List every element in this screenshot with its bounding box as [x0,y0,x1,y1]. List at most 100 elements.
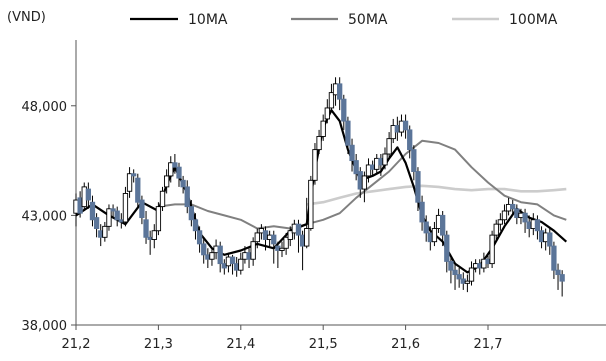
candle-body [131,173,137,177]
candle-body [184,186,190,208]
candle [361,171,368,203]
candle [209,248,215,266]
candle [510,200,516,216]
candle-body [271,234,277,245]
candle-body [308,179,314,229]
candle [110,204,116,218]
candle [143,211,149,244]
candle-body [122,193,129,223]
candle [229,254,236,275]
candle [559,270,565,297]
candle-body [209,252,215,260]
candle-body [320,120,326,137]
candle-body [440,214,446,236]
candle [555,263,561,290]
candle-body [423,221,429,234]
candle [444,230,450,273]
candle [93,213,100,238]
candle [275,241,281,268]
candle [168,156,174,183]
candle-body [172,162,178,168]
candle [407,125,413,159]
candle [155,202,162,236]
legend-label-100ma: 100MA [509,12,558,28]
candle-body [497,219,504,225]
candle-body [559,274,565,282]
candle-body [431,228,438,243]
x-tick-label: 21,5 [309,337,338,352]
candle-body [464,280,471,284]
candle [312,143,318,185]
candle-body [93,217,100,229]
candle [151,224,157,249]
candle [126,167,133,198]
candle [159,186,166,211]
candle-body [349,144,355,162]
candle [320,114,326,141]
candle [163,169,170,194]
candle-body [196,230,203,245]
candle-body [143,219,149,238]
candle [283,232,289,255]
candle [254,228,260,249]
candle-body [135,177,141,203]
candle-body [452,269,458,276]
candle-body [180,179,186,188]
candle-body [126,173,133,192]
candle-body [229,256,236,265]
legend: 10MA 50MA 100MA [130,12,558,28]
candle-body [365,164,372,177]
candle [423,215,429,242]
candle [489,230,495,268]
candle-body [489,234,495,265]
candle [85,182,92,209]
candle [440,211,446,247]
candle [328,83,335,113]
candle-body [407,129,413,151]
candle [316,129,322,154]
candle-body [106,208,112,227]
candle-body [188,206,195,221]
candle-body [254,232,260,243]
candle-body [547,232,553,247]
y-tick-label: 48,000 [22,100,68,115]
candle-body [448,260,454,271]
candle-body [312,149,318,181]
candle-body [411,149,417,172]
candle-body [176,166,182,179]
candle [184,180,190,214]
candle [176,162,182,187]
candle-body [337,83,343,100]
candle [114,206,120,227]
candle [304,197,310,249]
candle-body [155,206,162,232]
candle-body [201,243,207,256]
candle-body [287,230,293,240]
x-axis-ticks: 21,2 21,3 21,4 21,5 21,6 21,7 [62,325,502,352]
candle-body [85,188,92,201]
candle [324,99,330,124]
candle [415,167,421,211]
candle-body [328,92,335,109]
candle [341,94,347,130]
candle [308,175,314,231]
candle-body [159,190,166,208]
y-unit-label: (VND) [7,10,46,25]
candle [464,274,471,293]
candle [431,221,438,247]
candle-body [493,223,499,236]
candle-body [361,175,368,190]
candle-body [283,236,289,249]
y-axis-ticks: 38,000 43,000 48,000 [22,100,76,334]
candle [102,221,108,242]
candle-body [402,120,409,131]
candle [345,116,351,154]
candle [180,175,186,194]
candle-body [304,228,310,247]
candle-body [345,120,351,146]
candle-body [382,153,388,166]
x-tick-label: 21,3 [144,337,173,352]
candle [534,215,541,240]
candle-body [522,212,528,223]
candle [295,219,302,253]
